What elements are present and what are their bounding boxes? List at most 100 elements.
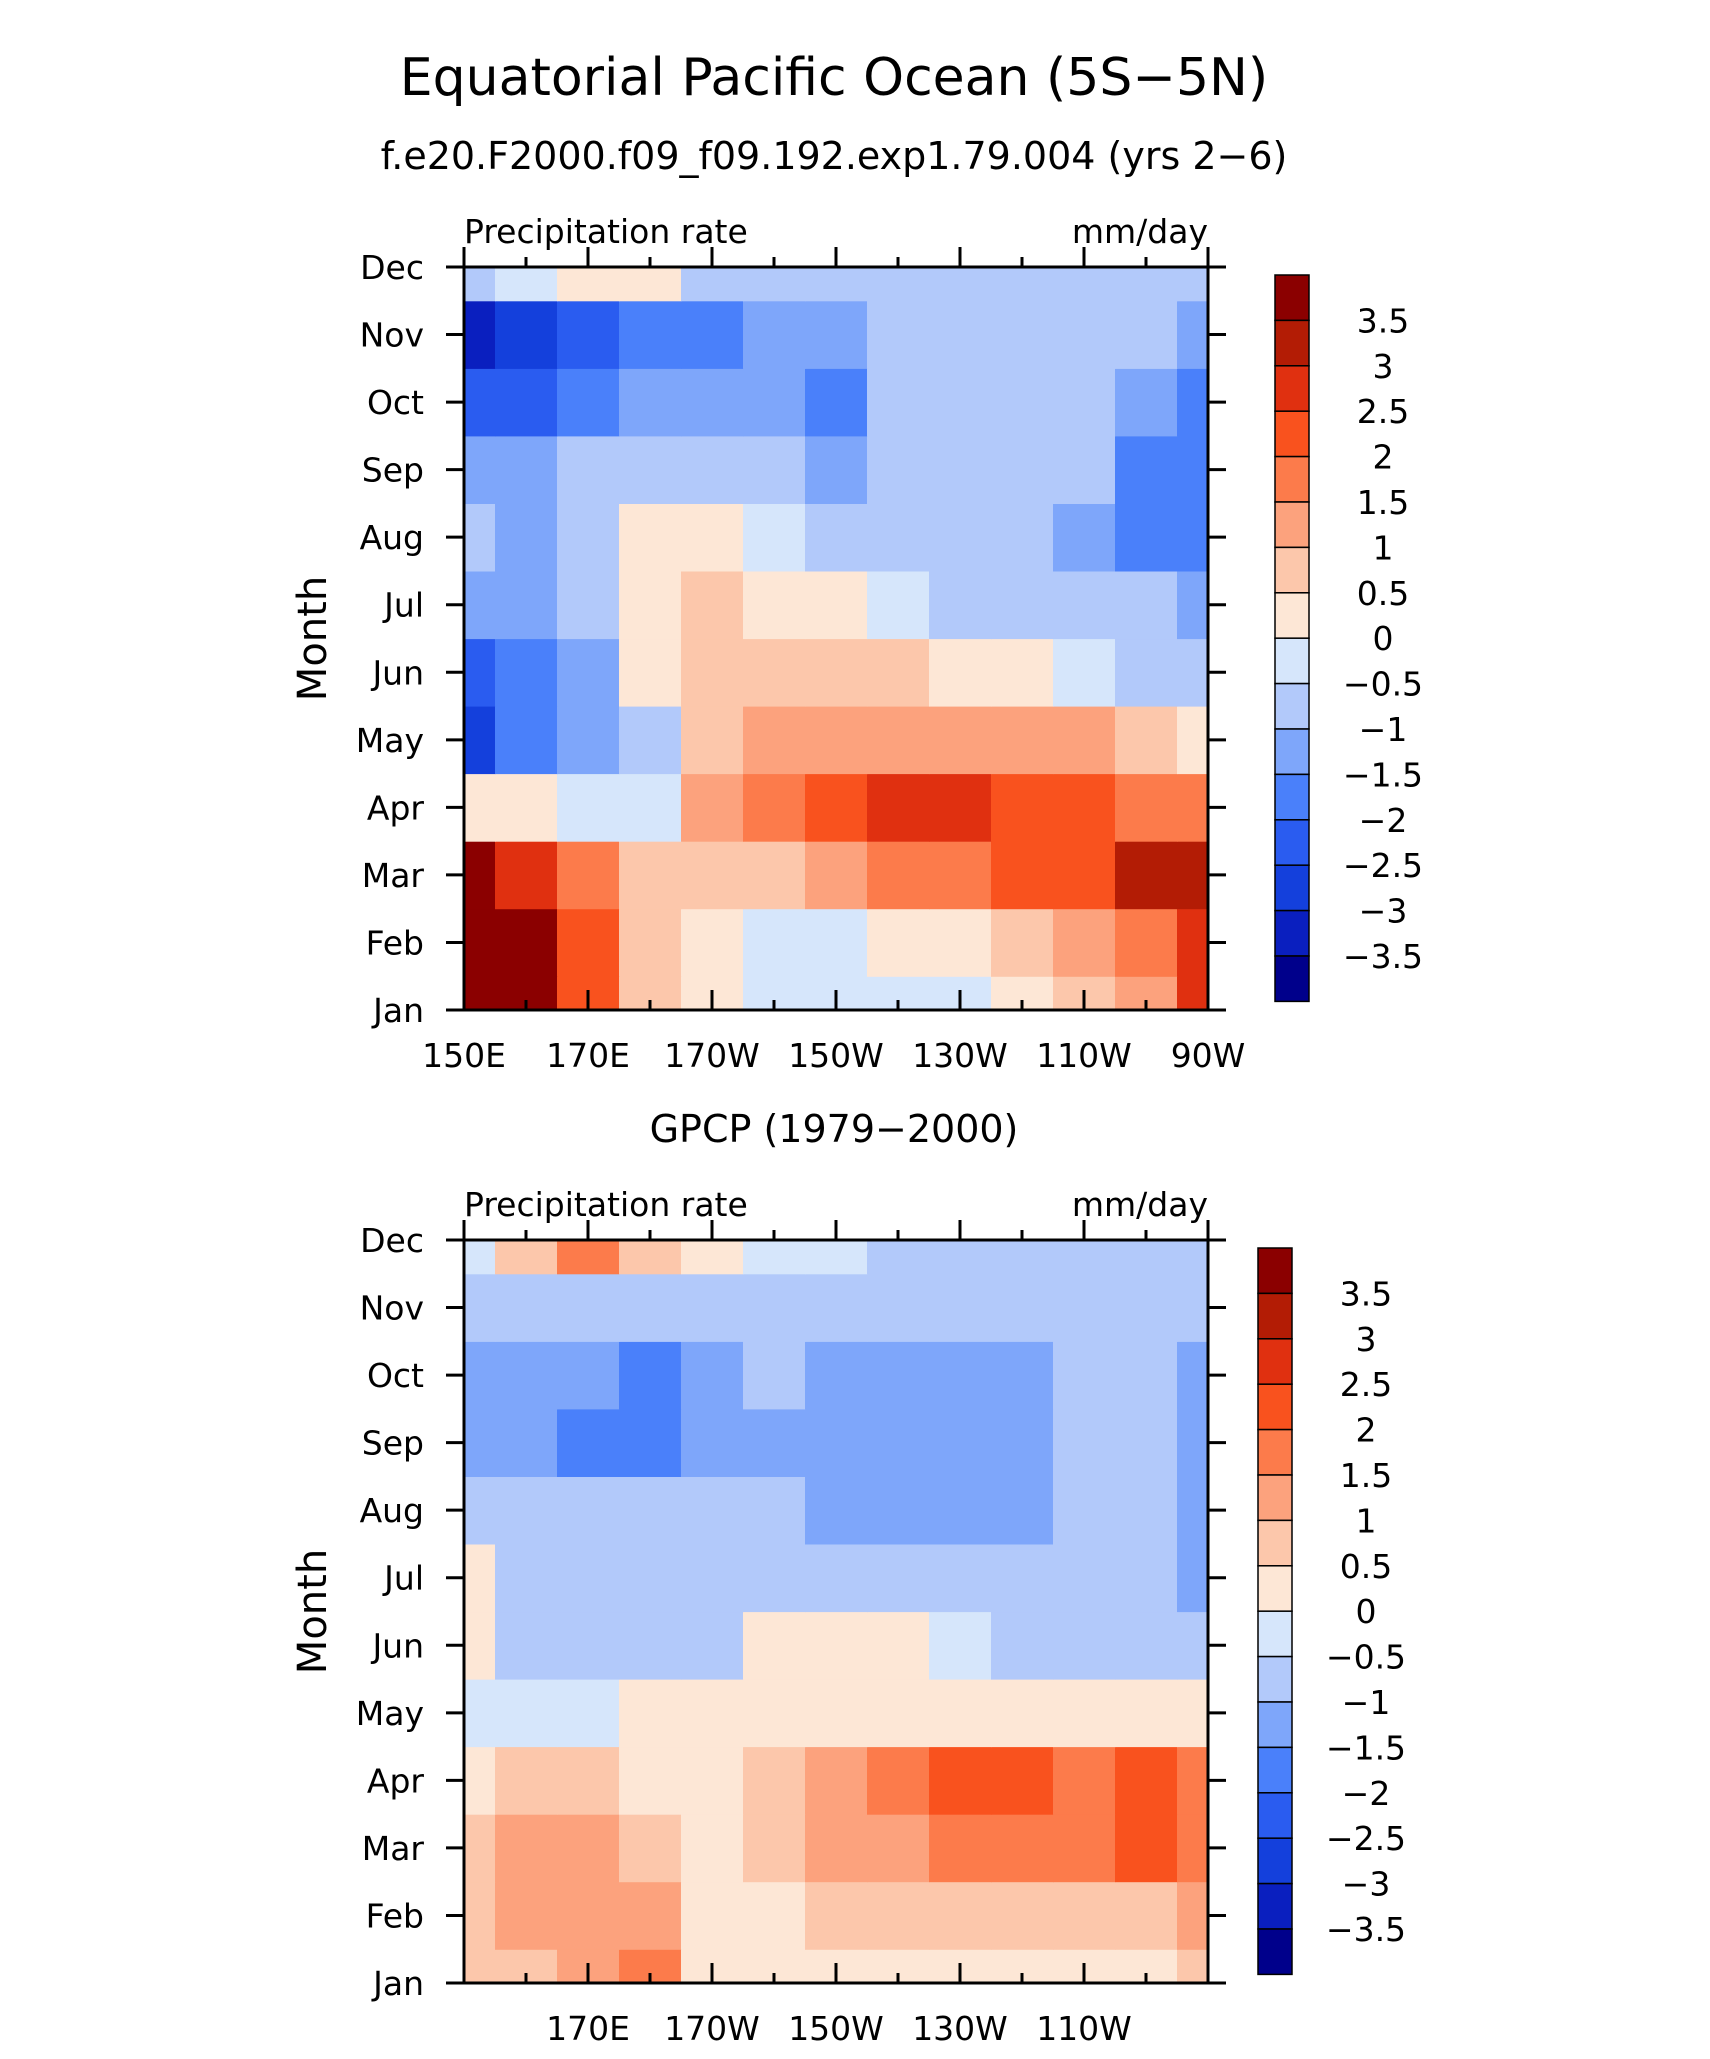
heatmap-cell bbox=[743, 1881, 806, 1950]
heatmap-cell bbox=[557, 1881, 620, 1950]
heatmap-cell bbox=[557, 1341, 620, 1410]
heatmap-cell bbox=[464, 1341, 496, 1410]
colorbar-swatch bbox=[1257, 1474, 1293, 1522]
heatmap-cell bbox=[991, 368, 1054, 437]
heatmap-cell bbox=[557, 841, 620, 910]
heatmap-cell bbox=[1177, 1240, 1208, 1275]
colorbar-swatch bbox=[1257, 1792, 1293, 1839]
heatmap-cell bbox=[495, 773, 558, 842]
heatmap-cell bbox=[495, 267, 558, 302]
colorbar-label: −0.5 bbox=[1343, 665, 1423, 704]
heatmap-cell bbox=[743, 1611, 806, 1680]
heatmap-cell bbox=[929, 841, 992, 910]
heatmap-cell bbox=[681, 1240, 744, 1275]
heatmap-cell bbox=[991, 571, 1054, 640]
heatmap-cell bbox=[991, 1611, 1054, 1680]
colorbar-swatch bbox=[1257, 1338, 1293, 1385]
heatmap-cell bbox=[929, 300, 992, 369]
heatmap-cell bbox=[1053, 1746, 1116, 1815]
heatmap-cell bbox=[743, 1341, 806, 1410]
y-tick-label: Dec bbox=[360, 248, 424, 287]
heatmap-cell bbox=[619, 638, 682, 707]
heatmap-cell bbox=[1115, 706, 1178, 775]
colorbar-label: 3 bbox=[1373, 347, 1394, 386]
heatmap-cell bbox=[619, 1408, 682, 1477]
heatmap-cell bbox=[495, 368, 558, 437]
heatmap-cell bbox=[743, 1814, 806, 1883]
heatmap-cell bbox=[1177, 908, 1208, 977]
heatmap-cell bbox=[1053, 1240, 1116, 1275]
heatmap-cell bbox=[464, 1881, 496, 1950]
heatmap-cell bbox=[464, 368, 496, 437]
heatmap-cell bbox=[1177, 773, 1208, 842]
colorbar-label: 3 bbox=[1356, 1320, 1377, 1359]
heatmap-cell bbox=[1053, 1814, 1116, 1883]
heatmap-cell bbox=[991, 841, 1054, 910]
heatmap-cell bbox=[619, 435, 682, 504]
heatmap-cell bbox=[929, 638, 992, 707]
colorbar-label: −1.5 bbox=[1326, 1728, 1406, 1767]
heatmap-cell bbox=[1053, 1408, 1116, 1477]
colorbar-label: −1 bbox=[1342, 1683, 1391, 1722]
heatmap-cell bbox=[681, 435, 744, 504]
heatmap-cell bbox=[867, 1814, 930, 1883]
heatmap-cell bbox=[495, 1476, 558, 1545]
heatmap-cell bbox=[805, 841, 868, 910]
heatmap-cell bbox=[495, 841, 558, 910]
heatmap-cell bbox=[929, 1746, 992, 1815]
colorbar-swatch bbox=[1257, 1746, 1293, 1794]
colorbar-label: −2 bbox=[1359, 801, 1408, 840]
heatmap-field bbox=[464, 267, 1208, 1010]
heatmap-cell bbox=[805, 1476, 868, 1545]
y-tick-label: Jan bbox=[371, 991, 424, 1030]
units-label: mm/day bbox=[1072, 212, 1208, 251]
heatmap-cell bbox=[805, 435, 868, 504]
heatmap-cell bbox=[743, 435, 806, 504]
heatmap-cell bbox=[805, 1814, 868, 1883]
heatmap-cell bbox=[743, 908, 806, 977]
heatmap-cell bbox=[867, 503, 930, 572]
colorbar-label: −3.5 bbox=[1343, 937, 1423, 976]
heatmap-cell bbox=[619, 571, 682, 640]
heatmap-cell bbox=[1115, 1476, 1178, 1545]
heatmap-cell bbox=[495, 503, 558, 572]
heatmap-cell bbox=[495, 1746, 558, 1815]
heatmap-cell bbox=[1115, 300, 1178, 369]
colorbar-swatch bbox=[1274, 728, 1310, 776]
heatmap-cell bbox=[743, 503, 806, 572]
heatmap-cell bbox=[557, 1476, 620, 1545]
heatmap-cell bbox=[929, 1273, 992, 1342]
heatmap-cell bbox=[867, 1273, 930, 1342]
colorbar-label: 3.5 bbox=[1357, 301, 1409, 340]
heatmap-cell bbox=[743, 1679, 806, 1748]
heatmap-cell bbox=[557, 1544, 620, 1613]
heatmap-cell bbox=[867, 1881, 930, 1950]
heatmap-cell bbox=[1053, 1273, 1116, 1342]
heatmap-cell bbox=[557, 571, 620, 640]
colorbar-swatch bbox=[1274, 501, 1310, 549]
colorbar-swatch bbox=[1257, 1701, 1293, 1749]
heatmap-cell bbox=[867, 1240, 930, 1275]
heatmap-cell bbox=[867, 1746, 930, 1815]
heatmap-cell bbox=[1053, 1544, 1116, 1613]
colorbar-label: −2.5 bbox=[1326, 1819, 1406, 1858]
heatmap-cell bbox=[619, 368, 682, 437]
colorbar-label: 0 bbox=[1356, 1592, 1377, 1631]
heatmap-cell bbox=[495, 1408, 558, 1477]
heatmap-cell bbox=[929, 1341, 992, 1410]
heatmap-cell bbox=[619, 841, 682, 910]
heatmap-cell bbox=[619, 1746, 682, 1815]
heatmap-cell bbox=[1177, 976, 1208, 1010]
heatmap-cell bbox=[464, 1476, 496, 1545]
heatmap-cell bbox=[743, 267, 806, 302]
heatmap-cell bbox=[557, 638, 620, 707]
heatmap-cell bbox=[495, 706, 558, 775]
heatmap-cell bbox=[1177, 267, 1208, 302]
heatmap-cell bbox=[805, 1544, 868, 1613]
heatmap-cell bbox=[681, 300, 744, 369]
heatmap-cell bbox=[867, 1544, 930, 1613]
colorbar-swatch bbox=[1257, 1882, 1293, 1930]
y-tick-label: Mar bbox=[362, 856, 425, 895]
heatmap-cell bbox=[991, 300, 1054, 369]
